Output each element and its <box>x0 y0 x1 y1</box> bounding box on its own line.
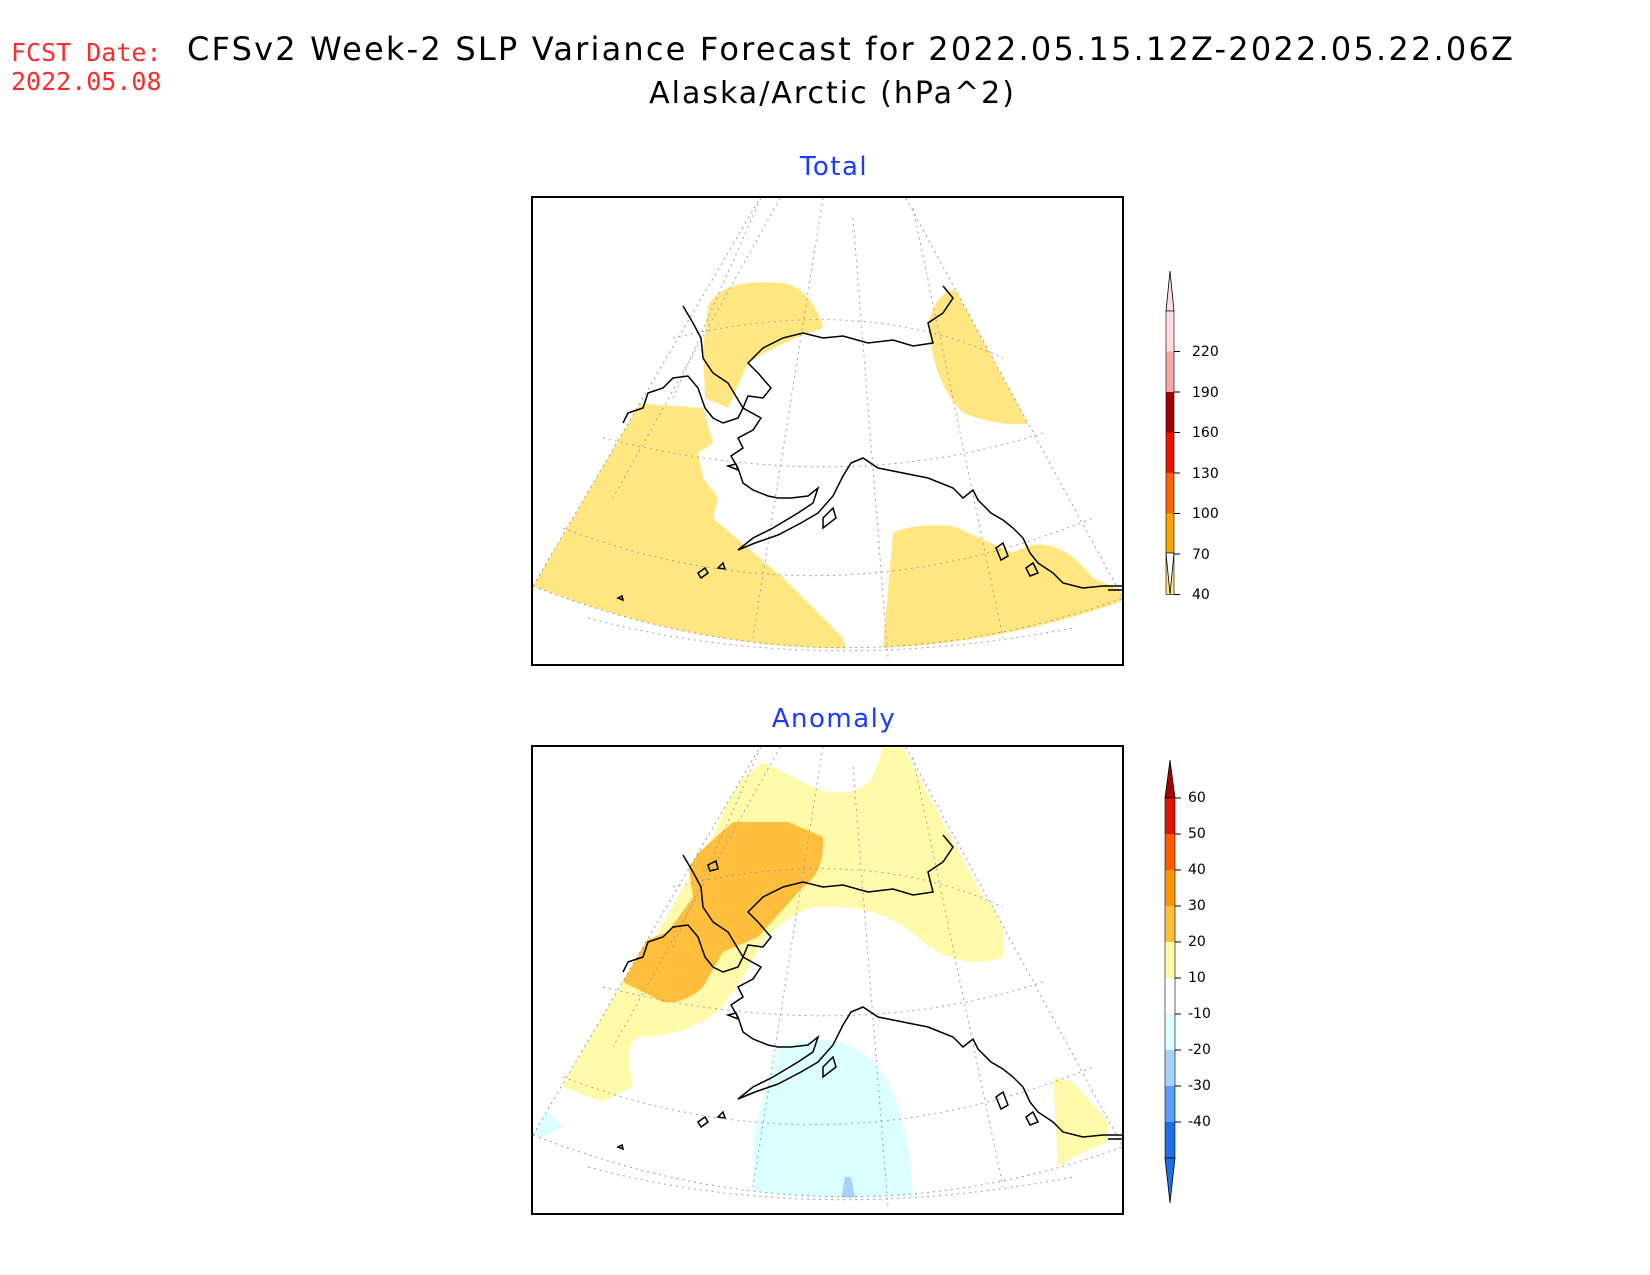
anomaly-colorbar-block <box>1165 1014 1175 1050</box>
anomaly-colorbar-lower-arrow <box>1164 1157 1176 1204</box>
anomaly-colorbar-upper-arrow <box>1164 759 1176 799</box>
total-panel-title: Total <box>799 152 869 182</box>
total-colorbar-block <box>1166 432 1174 473</box>
anomaly-colorbar-blocks <box>1164 797 1181 1159</box>
total-colorbar-label: 130 <box>1192 465 1219 482</box>
forecast-date-block: FCST Date: 2022.05.08 <box>11 38 162 96</box>
total-shade-southeast <box>881 525 1122 649</box>
total-colorbar-svg <box>1165 270 1180 595</box>
anomaly-colorbar-block <box>1165 906 1175 942</box>
total-map-canvas <box>533 198 1122 659</box>
total-colorbar-lower-arrow <box>1165 552 1175 595</box>
total-colorbar-label: 70 <box>1192 546 1210 563</box>
total-colorbar: 40 70 100 130 160 190 220 <box>1160 266 1240 603</box>
anomaly-map <box>531 745 1124 1215</box>
anomaly-colorbar-label: -10 <box>1188 1006 1211 1022</box>
anomaly-shade-negative-20 <box>838 1177 859 1198</box>
total-shade-north <box>703 282 823 408</box>
total-variance-shading <box>533 282 1122 649</box>
anomaly-colorbar-label: 60 <box>1188 790 1206 806</box>
total-colorbar-label: 160 <box>1192 425 1219 441</box>
total-coastline <box>616 285 1122 602</box>
anomaly-colorbar: -40 -30 -20 -10 10 20 30 40 50 60 <box>1160 758 1240 1208</box>
anomaly-shade-positive-10-east <box>1053 1077 1108 1167</box>
anomaly-shade-positive-20 <box>623 822 824 1003</box>
anomaly-colorbar-block <box>1165 1086 1175 1122</box>
page-subtitle: Alaska/Arctic (hPa^2) <box>649 76 1016 111</box>
anomaly-colorbar-block <box>1165 870 1175 906</box>
total-colorbar-label: 40 <box>1192 587 1210 603</box>
total-colorbar-block <box>1166 351 1174 392</box>
total-colorbar-block <box>1166 311 1174 352</box>
anomaly-colorbar-label: 40 <box>1188 862 1206 878</box>
forecast-date-label: FCST Date: <box>11 38 162 67</box>
anomaly-colorbar-label: -20 <box>1188 1042 1211 1058</box>
anomaly-shade-negative-10-west <box>533 1107 563 1142</box>
total-colorbar-upper-arrow <box>1165 270 1175 312</box>
total-colorbar-label: 190 <box>1192 384 1219 401</box>
anomaly-colorbar-label: 30 <box>1188 898 1206 914</box>
total-graticule <box>562 198 1094 659</box>
forecast-date-value: 2022.05.08 <box>11 67 162 96</box>
anomaly-colorbar-block <box>1165 942 1175 978</box>
total-colorbar-label: 220 <box>1192 344 1219 360</box>
anomaly-colorbar-label: -40 <box>1188 1114 1211 1130</box>
anomaly-colorbar-svg <box>1164 759 1181 1204</box>
total-shade-northeast <box>928 289 1033 425</box>
anomaly-colorbar-block <box>1165 1050 1175 1086</box>
anomaly-shade-negative-10 <box>753 1040 913 1198</box>
anomaly-colorbar-label: 10 <box>1188 970 1206 986</box>
anomaly-colorbar-label: 20 <box>1188 934 1206 950</box>
anomaly-variance-shading <box>533 747 1108 1198</box>
anomaly-map-canvas <box>533 747 1122 1208</box>
total-colorbar-block <box>1166 392 1174 433</box>
anomaly-coastline <box>616 834 1122 1151</box>
anomaly-colorbar-label: 50 <box>1188 826 1206 842</box>
total-colorbar-block <box>1166 513 1174 554</box>
total-domain-outline <box>533 198 1122 649</box>
anomaly-colorbar-block <box>1165 1122 1175 1158</box>
total-colorbar-block <box>1166 473 1174 514</box>
total-colorbar-frame <box>1165 310 1175 595</box>
anomaly-colorbar-block <box>1165 798 1175 834</box>
anomaly-colorbar-label: -30 <box>1188 1078 1211 1094</box>
anomaly-colorbar-block <box>1165 978 1175 1014</box>
anomaly-colorbar-block <box>1165 834 1175 870</box>
total-map <box>531 196 1124 666</box>
anomaly-shade-positive-10 <box>563 747 1004 1102</box>
total-colorbar-label: 100 <box>1192 506 1219 522</box>
total-colorbar-blocks <box>1165 310 1180 595</box>
page-title: CFSv2 Week-2 SLP Variance Forecast for 2… <box>187 30 1516 68</box>
anomaly-graticule <box>562 747 1094 1208</box>
anomaly-panel-title: Anomaly <box>771 704 897 734</box>
total-shade-west <box>533 403 853 649</box>
anomaly-domain-outline <box>533 747 1122 1198</box>
